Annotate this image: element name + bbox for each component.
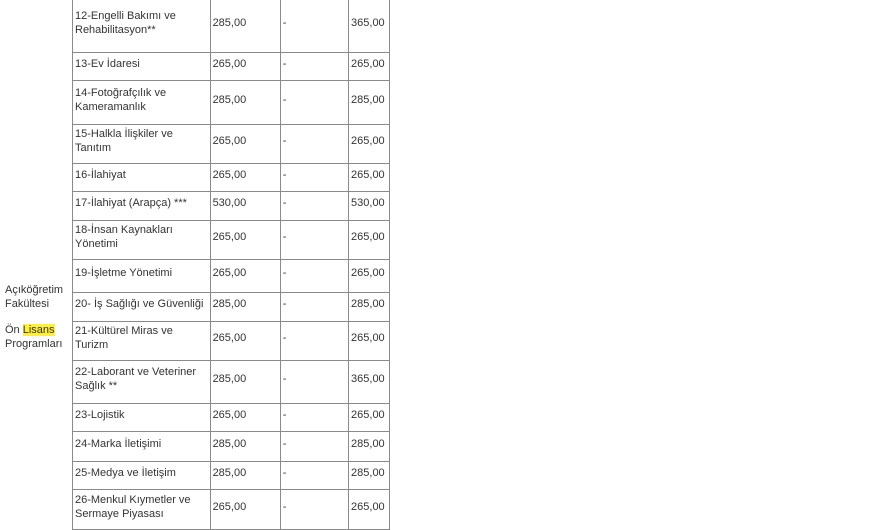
- fee-value: 265,00: [209, 489, 281, 530]
- fee-value: 265,00: [209, 163, 281, 192]
- program-name: 25-Medya ve İletişim: [72, 461, 211, 490]
- program-name: 26-Menkul Kıymetler ve Sermaye Piyasası: [72, 489, 211, 530]
- extra-fee: -: [279, 431, 350, 462]
- fee-value: 265,00: [209, 124, 281, 164]
- extra-fee: -: [279, 360, 350, 404]
- table-row: 15-Halkla İlişkiler ve Tanıtım 265,00-265…: [72, 124, 390, 164]
- table-row: 13-Ev İdaresi 265,00-265,00: [72, 52, 390, 81]
- fee-value: 265,00: [209, 403, 281, 432]
- highlighted-term: Lisans: [22, 324, 55, 336]
- table-row: 17-İlahiyat (Arapça) *** 530,00-530,00: [72, 191, 390, 221]
- program-name: 19-İşletme Yönetimi: [72, 259, 211, 293]
- table-row: 26-Menkul Kıymetler ve Sermaye Piyasası 2…: [72, 489, 390, 530]
- extra-fee: -: [279, 0, 350, 53]
- fee-value: 285,00: [209, 461, 281, 490]
- total-fee: 365,00: [348, 360, 390, 404]
- table-row: 19-İşletme Yönetimi 265,00-265,00: [72, 259, 390, 293]
- total-fee: 265,00: [348, 52, 390, 81]
- program-name: 14-Fotoğrafçılık ve Kameramanlık: [72, 80, 211, 125]
- program-name: 23-Lojistik: [72, 403, 211, 432]
- total-fee: 530,00: [348, 191, 390, 221]
- fee-value: 265,00: [209, 52, 281, 81]
- faculty-name: Açıköğretim Fakültesi: [5, 284, 64, 310]
- table-row: 14-Fotoğrafçılık ve Kameramanlık 285,00-2…: [72, 80, 390, 125]
- fee-value: 265,00: [209, 321, 281, 361]
- total-fee: 265,00: [348, 163, 390, 192]
- program-name: 24-Marka İletişimi: [72, 431, 211, 462]
- table-row: 18-İnsan Kaynakları Yönetimi 265,00-265,0…: [72, 220, 390, 260]
- program-name: 18-İnsan Kaynakları Yönetimi: [72, 220, 211, 260]
- program-name: 13-Ev İdaresi: [72, 52, 211, 81]
- extra-fee: -: [279, 259, 350, 293]
- extra-fee: -: [279, 80, 350, 125]
- fee-value: 530,00: [209, 191, 281, 221]
- table-row: 24-Marka İletişimi 285,00-285,00: [72, 431, 390, 462]
- table-row: 12-Engelli Bakımı ve Rehabilitasyon** 285…: [72, 0, 390, 53]
- program-level: Ön Lisans Programları: [5, 324, 63, 350]
- total-fee: 265,00: [348, 124, 390, 164]
- extra-fee: -: [279, 191, 350, 221]
- total-fee: 365,00: [348, 0, 390, 53]
- total-fee: 285,00: [348, 431, 390, 462]
- program-name: 16-İlahiyat: [72, 163, 211, 192]
- extra-fee: -: [279, 163, 350, 192]
- table-row: 20- İş Sağlığı ve Güvenliği 285,00-285,00: [72, 292, 390, 322]
- table-row: 23-Lojistik 265,00-265,00: [72, 403, 390, 432]
- fee-value: 265,00: [209, 220, 281, 260]
- total-fee: 285,00: [348, 461, 390, 490]
- program-name: 15-Halkla İlişkiler ve Tanıtım: [72, 124, 211, 164]
- fee-table: 12-Engelli Bakımı ve Rehabilitasyon** 285…: [72, 0, 390, 530]
- fee-value: 285,00: [209, 360, 281, 404]
- extra-fee: -: [279, 292, 350, 322]
- program-name: 21-Kültürel Miras ve Turizm: [72, 321, 211, 361]
- fee-value: 265,00: [209, 259, 281, 293]
- extra-fee: -: [279, 52, 350, 81]
- total-fee: 265,00: [348, 403, 390, 432]
- fee-value: 285,00: [209, 431, 281, 462]
- program-name: 20- İş Sağlığı ve Güvenliği: [72, 292, 211, 322]
- extra-fee: -: [279, 489, 350, 530]
- extra-fee: -: [279, 321, 350, 361]
- table-row: 16-İlahiyat 265,00-265,00: [72, 163, 390, 192]
- total-fee: 265,00: [348, 489, 390, 530]
- extra-fee: -: [279, 403, 350, 432]
- faculty-label: Açıköğretim Fakültesi Ön Lisans Programl…: [5, 283, 75, 351]
- extra-fee: -: [279, 461, 350, 490]
- total-fee: 265,00: [348, 220, 390, 260]
- table-row: 22-Laborant ve Veteriner Sağlık ** 285,00…: [72, 360, 390, 404]
- extra-fee: -: [279, 124, 350, 164]
- fee-value: 285,00: [209, 292, 281, 322]
- program-name: 17-İlahiyat (Arapça) ***: [72, 191, 211, 221]
- table-row: 21-Kültürel Miras ve Turizm 265,00-265,00: [72, 321, 390, 361]
- total-fee: 265,00: [348, 259, 390, 293]
- fee-value: 285,00: [209, 80, 281, 125]
- table-row: 25-Medya ve İletişim 285,00-285,00: [72, 461, 390, 490]
- total-fee: 285,00: [348, 292, 390, 322]
- total-fee: 285,00: [348, 80, 390, 125]
- program-name: 12-Engelli Bakımı ve Rehabilitasyon**: [72, 0, 211, 53]
- fee-value: 285,00: [209, 0, 281, 53]
- total-fee: 265,00: [348, 321, 390, 361]
- extra-fee: -: [279, 220, 350, 260]
- program-name: 22-Laborant ve Veteriner Sağlık **: [72, 360, 211, 404]
